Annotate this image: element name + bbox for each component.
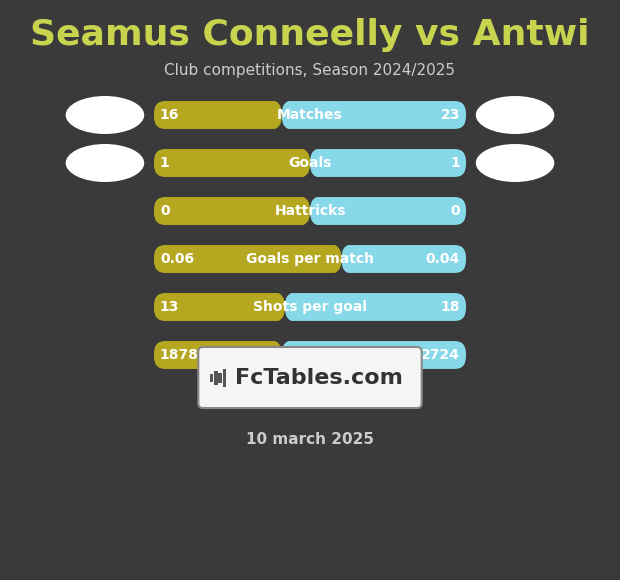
FancyBboxPatch shape: [198, 347, 422, 408]
Text: 0.04: 0.04: [426, 252, 460, 266]
FancyBboxPatch shape: [342, 244, 467, 274]
FancyBboxPatch shape: [153, 100, 281, 130]
Text: Club competitions, Season 2024/2025: Club competitions, Season 2024/2025: [164, 63, 456, 78]
Text: Seamus Conneelly vs Antwi: Seamus Conneelly vs Antwi: [30, 18, 590, 52]
Text: 18: 18: [441, 300, 460, 314]
FancyBboxPatch shape: [310, 148, 467, 178]
FancyBboxPatch shape: [281, 340, 467, 370]
Bar: [223, 368, 226, 386]
Text: 1: 1: [160, 156, 170, 170]
Ellipse shape: [66, 96, 144, 134]
FancyBboxPatch shape: [153, 148, 310, 178]
Text: Matches: Matches: [277, 108, 343, 122]
Ellipse shape: [476, 144, 554, 182]
FancyBboxPatch shape: [153, 244, 342, 274]
Ellipse shape: [476, 96, 554, 134]
Text: FcTables.com: FcTables.com: [235, 368, 402, 387]
Bar: [218, 372, 222, 382]
Text: 1: 1: [450, 156, 460, 170]
Text: 0: 0: [160, 204, 169, 218]
Bar: [210, 374, 213, 382]
Text: 23: 23: [441, 108, 460, 122]
FancyBboxPatch shape: [310, 196, 467, 226]
Text: 13: 13: [160, 300, 179, 314]
FancyBboxPatch shape: [153, 196, 310, 226]
Text: 0: 0: [451, 204, 460, 218]
Ellipse shape: [66, 144, 144, 182]
Text: 1878: 1878: [160, 348, 199, 362]
Text: 0.06: 0.06: [160, 252, 194, 266]
Text: Goals per match: Goals per match: [246, 252, 374, 266]
FancyBboxPatch shape: [285, 292, 467, 322]
Text: Shots per goal: Shots per goal: [253, 300, 367, 314]
Bar: [214, 371, 218, 385]
Text: Min per goal: Min per goal: [261, 348, 359, 362]
Text: Goals: Goals: [288, 156, 332, 170]
FancyBboxPatch shape: [153, 340, 281, 370]
Text: 2724: 2724: [421, 348, 460, 362]
Text: 16: 16: [160, 108, 179, 122]
FancyBboxPatch shape: [153, 292, 285, 322]
Text: Hattricks: Hattricks: [274, 204, 346, 218]
FancyBboxPatch shape: [281, 100, 467, 130]
Text: 10 march 2025: 10 march 2025: [246, 433, 374, 448]
